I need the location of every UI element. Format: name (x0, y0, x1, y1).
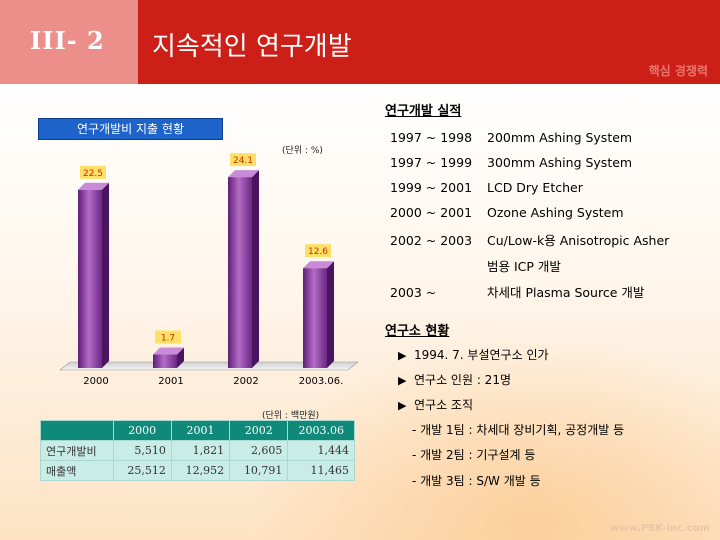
page-title: 지속적인 연구개발 (152, 32, 352, 62)
header-subtitle: 핵심 경쟁력 (648, 64, 708, 78)
bar-side (102, 182, 109, 368)
footer-url: www.PSK-inc.com (610, 523, 710, 534)
rd-item: 1997 ~ 1999 300mm Ashing System (390, 155, 632, 170)
team-item: - 개발 3팀 : S/W 개발 등 (412, 474, 541, 488)
rd-item: 1997 ~ 1998 200mm Ashing System (390, 130, 632, 145)
table-cell: 1,821 (170, 440, 231, 461)
lab-item-text: 1994. 7. 부설연구소 인가 (414, 348, 549, 362)
triangle-bullet-icon: ▶ (398, 349, 407, 362)
table-header-row: 2000 2001 2002 2003.06 (40, 420, 355, 441)
section-number: III- 2 (30, 26, 105, 55)
table-header-cell: 2001 (170, 420, 231, 441)
rd-desc: 300mm Ashing System (487, 155, 633, 170)
category-label: 2001 (158, 376, 183, 387)
rd-period: 1999 ~ 2001 (390, 180, 473, 195)
data-label: 12.6 (308, 247, 328, 257)
table-cell: 5,510 (112, 440, 172, 461)
table-cell: 2,605 (229, 440, 289, 461)
table-cell: 10,791 (229, 460, 289, 481)
rd-item: 2003 ~ 차세대 Plasma Source 개발 (390, 282, 644, 301)
bar-top (78, 182, 109, 190)
bar-top (153, 347, 184, 355)
data-label-box (230, 153, 256, 167)
category-label: 2000 (83, 376, 108, 387)
table-header-cell: 2002 (229, 420, 289, 441)
lab-item-text: 연구소 인원 : 21명 (414, 373, 511, 387)
data-label: 1.7 (161, 334, 175, 344)
bar-top (303, 261, 334, 269)
rd-period: 1997 ~ 1999 (390, 155, 473, 170)
section-box (0, 0, 138, 84)
table-cell: 12,952 (170, 460, 231, 481)
table-header-cell (40, 420, 114, 441)
rd-item: 2000 ~ 2001 Ozone Ashing System (390, 205, 624, 220)
rd-expense-table: 2000 2001 2002 2003.06 연구개발비 5,510 1,821… (40, 420, 355, 481)
team-item: - 개발 1팀 : 차세대 장비기획, 공정개발 등 (412, 423, 625, 437)
bar (78, 189, 102, 368)
triangle-bullet-icon: ▶ (398, 399, 407, 412)
triangle-bullet-icon: ▶ (398, 374, 407, 387)
bar-side (177, 347, 184, 368)
bar-side (252, 170, 259, 368)
bar (153, 354, 177, 368)
bar (228, 177, 252, 368)
data-label: 24.1 (233, 156, 253, 166)
table-row: 매출액 25,512 12,952 10,791 11,465 (40, 460, 355, 481)
data-label: 22.5 (83, 169, 103, 179)
rd-desc: 200mm Ashing System (487, 130, 633, 145)
rd-period: 1997 ~ 1998 (390, 130, 473, 145)
table-cell: 11,465 (287, 460, 355, 481)
data-label-box (155, 330, 181, 344)
chart-unit: (단위 : %) (282, 146, 323, 156)
rd-item: 범용 ICP 개발 (390, 256, 561, 275)
team-item: - 개발 2팀 : 기구설계 등 (412, 448, 536, 462)
data-label-box (305, 244, 331, 258)
table-row-label: 매출액 (40, 460, 114, 481)
lab-item: ▶ 연구소 인원 : 21명 (398, 371, 511, 388)
chart-title: 연구개발비 지출 현황 (38, 118, 223, 140)
bar-top (228, 170, 259, 178)
rd-period: 2002 ~ 2003 (390, 233, 473, 248)
table-row: 연구개발비 5,510 1,821 2,605 1,444 (40, 440, 355, 461)
table-cell: 25,512 (112, 460, 172, 481)
lab-title: 연구소 현황 (385, 324, 450, 339)
rd-desc: 범용 ICP 개발 (487, 259, 561, 274)
table-cell: 1,444 (287, 440, 355, 461)
rd-desc: 차세대 Plasma Source 개발 (487, 285, 645, 300)
rd-period: 2003 ~ (390, 285, 437, 300)
lab-item-text: 연구소 조직 (414, 398, 474, 412)
table-row-label: 연구개발비 (40, 440, 114, 461)
lab-item: ▶ 1994. 7. 부설연구소 인가 (398, 346, 549, 363)
rd-period: 2000 ~ 2001 (390, 205, 473, 220)
rd-desc: Ozone Ashing System (487, 205, 624, 220)
bar (303, 268, 327, 368)
bar-side (327, 261, 334, 368)
rd-item: 1999 ~ 2001 LCD Dry Etcher (390, 180, 583, 195)
table-header-cell: 2003.06 (287, 420, 355, 441)
table-header-cell: 2000 (112, 420, 172, 441)
chart-floor (59, 361, 359, 371)
category-label: 2003.06. (299, 376, 344, 387)
table-unit: (단위 : 백만원) (262, 411, 320, 421)
rd-desc: Cu/Low-k용 Anisotropic Asher (487, 233, 670, 248)
rd-item: 2002 ~ 2003 Cu/Low-k용 Anisotropic Asher (390, 230, 669, 249)
rd-title: 연구개발 실적 (385, 104, 462, 119)
data-label-box (80, 165, 106, 179)
category-label: 2002 (233, 376, 258, 387)
header-bar: III- 2 지속적인 연구개발 핵심 경쟁력 (0, 0, 720, 84)
rd-desc: LCD Dry Etcher (487, 180, 583, 195)
lab-item: ▶ 연구소 조직 (398, 396, 473, 413)
